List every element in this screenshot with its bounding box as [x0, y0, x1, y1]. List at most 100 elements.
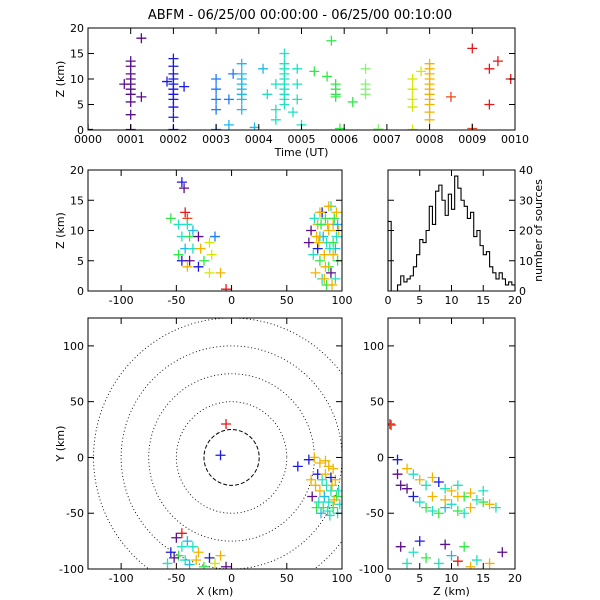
y-tick-label: 10	[70, 225, 84, 238]
source-point	[467, 43, 478, 54]
range-ring	[203, 429, 260, 486]
source-point	[136, 91, 147, 102]
source-point	[180, 207, 191, 218]
y-tick-label: 5	[77, 255, 84, 268]
source-point	[176, 528, 187, 539]
source-point	[184, 255, 195, 266]
source-point	[452, 480, 463, 491]
source-point	[182, 536, 193, 547]
source-point	[314, 485, 325, 496]
x-tick-label: 0000	[74, 133, 102, 146]
source-point	[198, 255, 209, 266]
source-point	[180, 555, 191, 566]
source-point	[311, 231, 322, 242]
source-point	[191, 555, 202, 566]
x-tick-label: 100	[332, 572, 353, 585]
x-tick-label: -100	[109, 572, 134, 585]
source-point	[322, 71, 333, 82]
source-point	[270, 104, 281, 115]
x-axis-label: Time (UT)	[274, 146, 329, 159]
x-tick-label: 50	[280, 294, 294, 307]
source-point	[331, 231, 342, 242]
x-tick-label: 0006	[330, 133, 358, 146]
source-point	[319, 491, 330, 502]
histogram-bin	[493, 273, 496, 291]
x-tick-label: 0001	[117, 133, 145, 146]
y-tick-label: -100	[359, 563, 384, 576]
source-point	[279, 99, 290, 110]
histogram-bin	[502, 279, 505, 291]
histogram-bin	[452, 209, 455, 291]
source-point	[330, 79, 341, 90]
histogram-bin	[480, 246, 483, 291]
source-point	[388, 420, 397, 431]
source-point	[313, 237, 324, 248]
source-point	[310, 267, 321, 278]
source-point	[440, 494, 451, 505]
y-tick-label: 20	[519, 225, 533, 238]
source-point	[325, 267, 336, 278]
histogram-bin	[432, 224, 435, 291]
source-point	[210, 231, 220, 242]
source-point	[228, 68, 239, 79]
source-point	[484, 99, 495, 110]
source-point	[161, 76, 172, 87]
y-tick-label: -50	[66, 507, 84, 520]
source-point	[309, 66, 320, 77]
y-tick-label: 0	[77, 285, 84, 298]
y-tick-label: 5	[77, 99, 84, 112]
x-tick-label: 0	[228, 294, 235, 307]
source-point	[193, 261, 204, 272]
x-tick-label: 0010	[501, 133, 529, 146]
source-point	[427, 505, 438, 516]
source-point	[173, 249, 184, 260]
histogram-bin	[505, 285, 508, 291]
source-point	[309, 213, 320, 224]
range-ring	[175, 401, 288, 514]
source-point	[440, 483, 451, 494]
y-tick-label: 20	[70, 22, 84, 35]
source-point	[165, 547, 176, 558]
source-point	[249, 122, 260, 130]
source-point	[330, 474, 341, 485]
y-tick-label: 0	[519, 285, 526, 298]
x-tick-label: 5	[416, 572, 423, 585]
y-axis-label: Y (km)	[54, 426, 67, 463]
histogram-outline	[387, 175, 516, 292]
source-point	[327, 480, 338, 491]
histogram-bin	[486, 252, 489, 291]
x-tick-label: 20	[508, 294, 522, 307]
source-point	[312, 243, 323, 254]
source-point	[187, 541, 198, 552]
source-point	[320, 213, 331, 224]
source-point	[484, 63, 495, 74]
x-tick-label: 0002	[159, 133, 187, 146]
range-rings	[93, 318, 342, 569]
x-tick-label: 0008	[416, 133, 444, 146]
range-ring	[148, 373, 315, 542]
source-point	[292, 94, 303, 105]
source-point	[330, 91, 341, 102]
source-point	[452, 491, 463, 502]
source-point	[215, 450, 226, 461]
histogram-bin	[509, 282, 512, 291]
histogram-bin	[442, 200, 445, 291]
source-point	[478, 497, 489, 508]
source-point	[210, 558, 220, 569]
histogram-bin	[429, 206, 432, 291]
source-point	[433, 558, 444, 569]
source-point	[223, 94, 234, 105]
histogram-bin	[401, 276, 404, 291]
source-point	[360, 89, 371, 100]
source-point	[324, 243, 335, 254]
source-point	[471, 555, 482, 566]
source-point	[452, 505, 463, 516]
x-tick-label: 50	[280, 572, 294, 585]
source-point	[408, 491, 419, 502]
source-point	[414, 474, 425, 485]
source-point	[173, 219, 184, 230]
source-point	[446, 550, 457, 561]
source-point	[316, 219, 327, 230]
source-point	[325, 472, 336, 483]
